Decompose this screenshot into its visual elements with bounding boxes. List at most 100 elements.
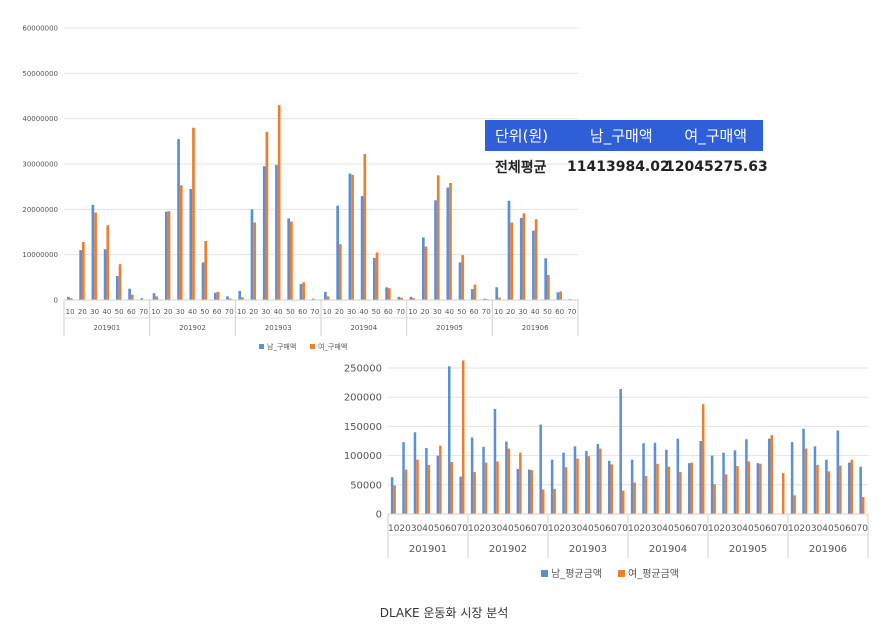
bar	[287, 218, 291, 300]
bar	[69, 298, 73, 300]
bar	[770, 435, 774, 514]
x-category-label: 50	[457, 308, 466, 316]
bar	[621, 490, 625, 514]
x-category-label: 40	[822, 524, 834, 534]
x-group-label: 201905	[436, 324, 463, 332]
x-category-label: 40	[422, 524, 434, 534]
x-group-label: 201905	[729, 544, 767, 555]
bar	[861, 497, 865, 514]
bar	[213, 292, 217, 300]
x-category-label: 50	[594, 524, 606, 534]
x-category-label: 10	[548, 524, 560, 534]
bar	[360, 196, 364, 300]
bar	[532, 230, 535, 300]
bar	[103, 249, 107, 300]
y-tick-label: 0	[54, 296, 58, 304]
x-category-label: 10	[237, 308, 246, 316]
bar	[130, 294, 134, 300]
bar	[534, 219, 538, 300]
bar	[576, 458, 579, 514]
bar	[91, 204, 95, 300]
y-tick-label: 100000	[344, 451, 382, 462]
bar	[387, 288, 391, 300]
bar	[793, 495, 796, 514]
x-group-label: 201904	[350, 324, 377, 332]
x-category-label: 20	[249, 308, 258, 316]
x-category-label: 70	[617, 524, 629, 534]
bar	[550, 459, 554, 514]
bar	[516, 469, 520, 514]
bar	[713, 484, 716, 514]
x-category-label: 30	[518, 308, 527, 316]
x-category-label: 30	[347, 308, 356, 316]
bar	[530, 470, 534, 514]
x-category-label: 60	[765, 524, 777, 534]
bar	[152, 293, 156, 300]
bar	[155, 296, 159, 300]
x-category-label: 70	[139, 308, 148, 316]
x-category-label: 60	[445, 524, 457, 534]
bar	[644, 476, 648, 514]
bar	[688, 463, 691, 514]
y-tick-label: 250000	[344, 364, 382, 375]
x-category-label: 70	[396, 308, 405, 316]
bar	[736, 466, 739, 514]
bar	[450, 462, 454, 514]
bar	[573, 446, 577, 514]
bar	[277, 105, 281, 300]
bar	[599, 448, 602, 514]
summary-male-value: 11413984.02	[567, 159, 670, 175]
bar	[656, 463, 659, 514]
legend-swatch	[541, 570, 548, 577]
bar	[375, 252, 379, 300]
y-tick-label: 60000000	[22, 24, 58, 32]
x-group-label: 201904	[649, 544, 687, 555]
summary-header-unit: 단위(원)	[495, 127, 549, 145]
x-category-label: 60	[384, 308, 393, 316]
x-category-label: 30	[491, 524, 503, 534]
bar	[421, 237, 425, 300]
x-category-label: 30	[731, 524, 743, 534]
x-category-label: 20	[399, 524, 411, 534]
bar	[722, 452, 725, 514]
bar	[701, 404, 705, 514]
bar	[507, 448, 511, 514]
bar	[596, 443, 600, 514]
bar	[816, 464, 819, 514]
x-category-label: 50	[754, 524, 766, 534]
x-category-label: 60	[685, 524, 697, 534]
x-category-label: 20	[421, 308, 430, 316]
bar	[505, 441, 508, 514]
x-category-label: 30	[176, 308, 185, 316]
bar	[116, 275, 119, 300]
x-category-label: 10	[151, 308, 160, 316]
bar	[473, 471, 476, 514]
bar	[167, 211, 171, 300]
x-category-label: 10	[66, 308, 75, 316]
bar	[619, 389, 622, 514]
bar	[461, 360, 465, 514]
x-category-label: 40	[188, 308, 197, 316]
bar	[416, 459, 419, 514]
x-category-label: 20	[479, 524, 491, 534]
x-category-label: 50	[286, 308, 295, 316]
bar	[226, 296, 229, 300]
bar	[241, 297, 244, 300]
bar	[140, 298, 144, 300]
x-category-label: 10	[628, 524, 640, 534]
y-tick-label: 150000	[344, 422, 382, 433]
bar	[562, 452, 565, 514]
x-category-label: 10	[788, 524, 800, 534]
x-group-label: 201902	[179, 324, 206, 332]
bar	[827, 471, 831, 514]
bar	[836, 430, 840, 514]
bar	[482, 446, 485, 514]
bar	[642, 443, 645, 514]
bar	[585, 450, 588, 514]
x-category-label: 10	[408, 308, 417, 316]
x-category-label: 50	[200, 308, 209, 316]
x-category-label: 40	[102, 308, 111, 316]
bar	[436, 455, 440, 514]
bar	[470, 437, 474, 514]
